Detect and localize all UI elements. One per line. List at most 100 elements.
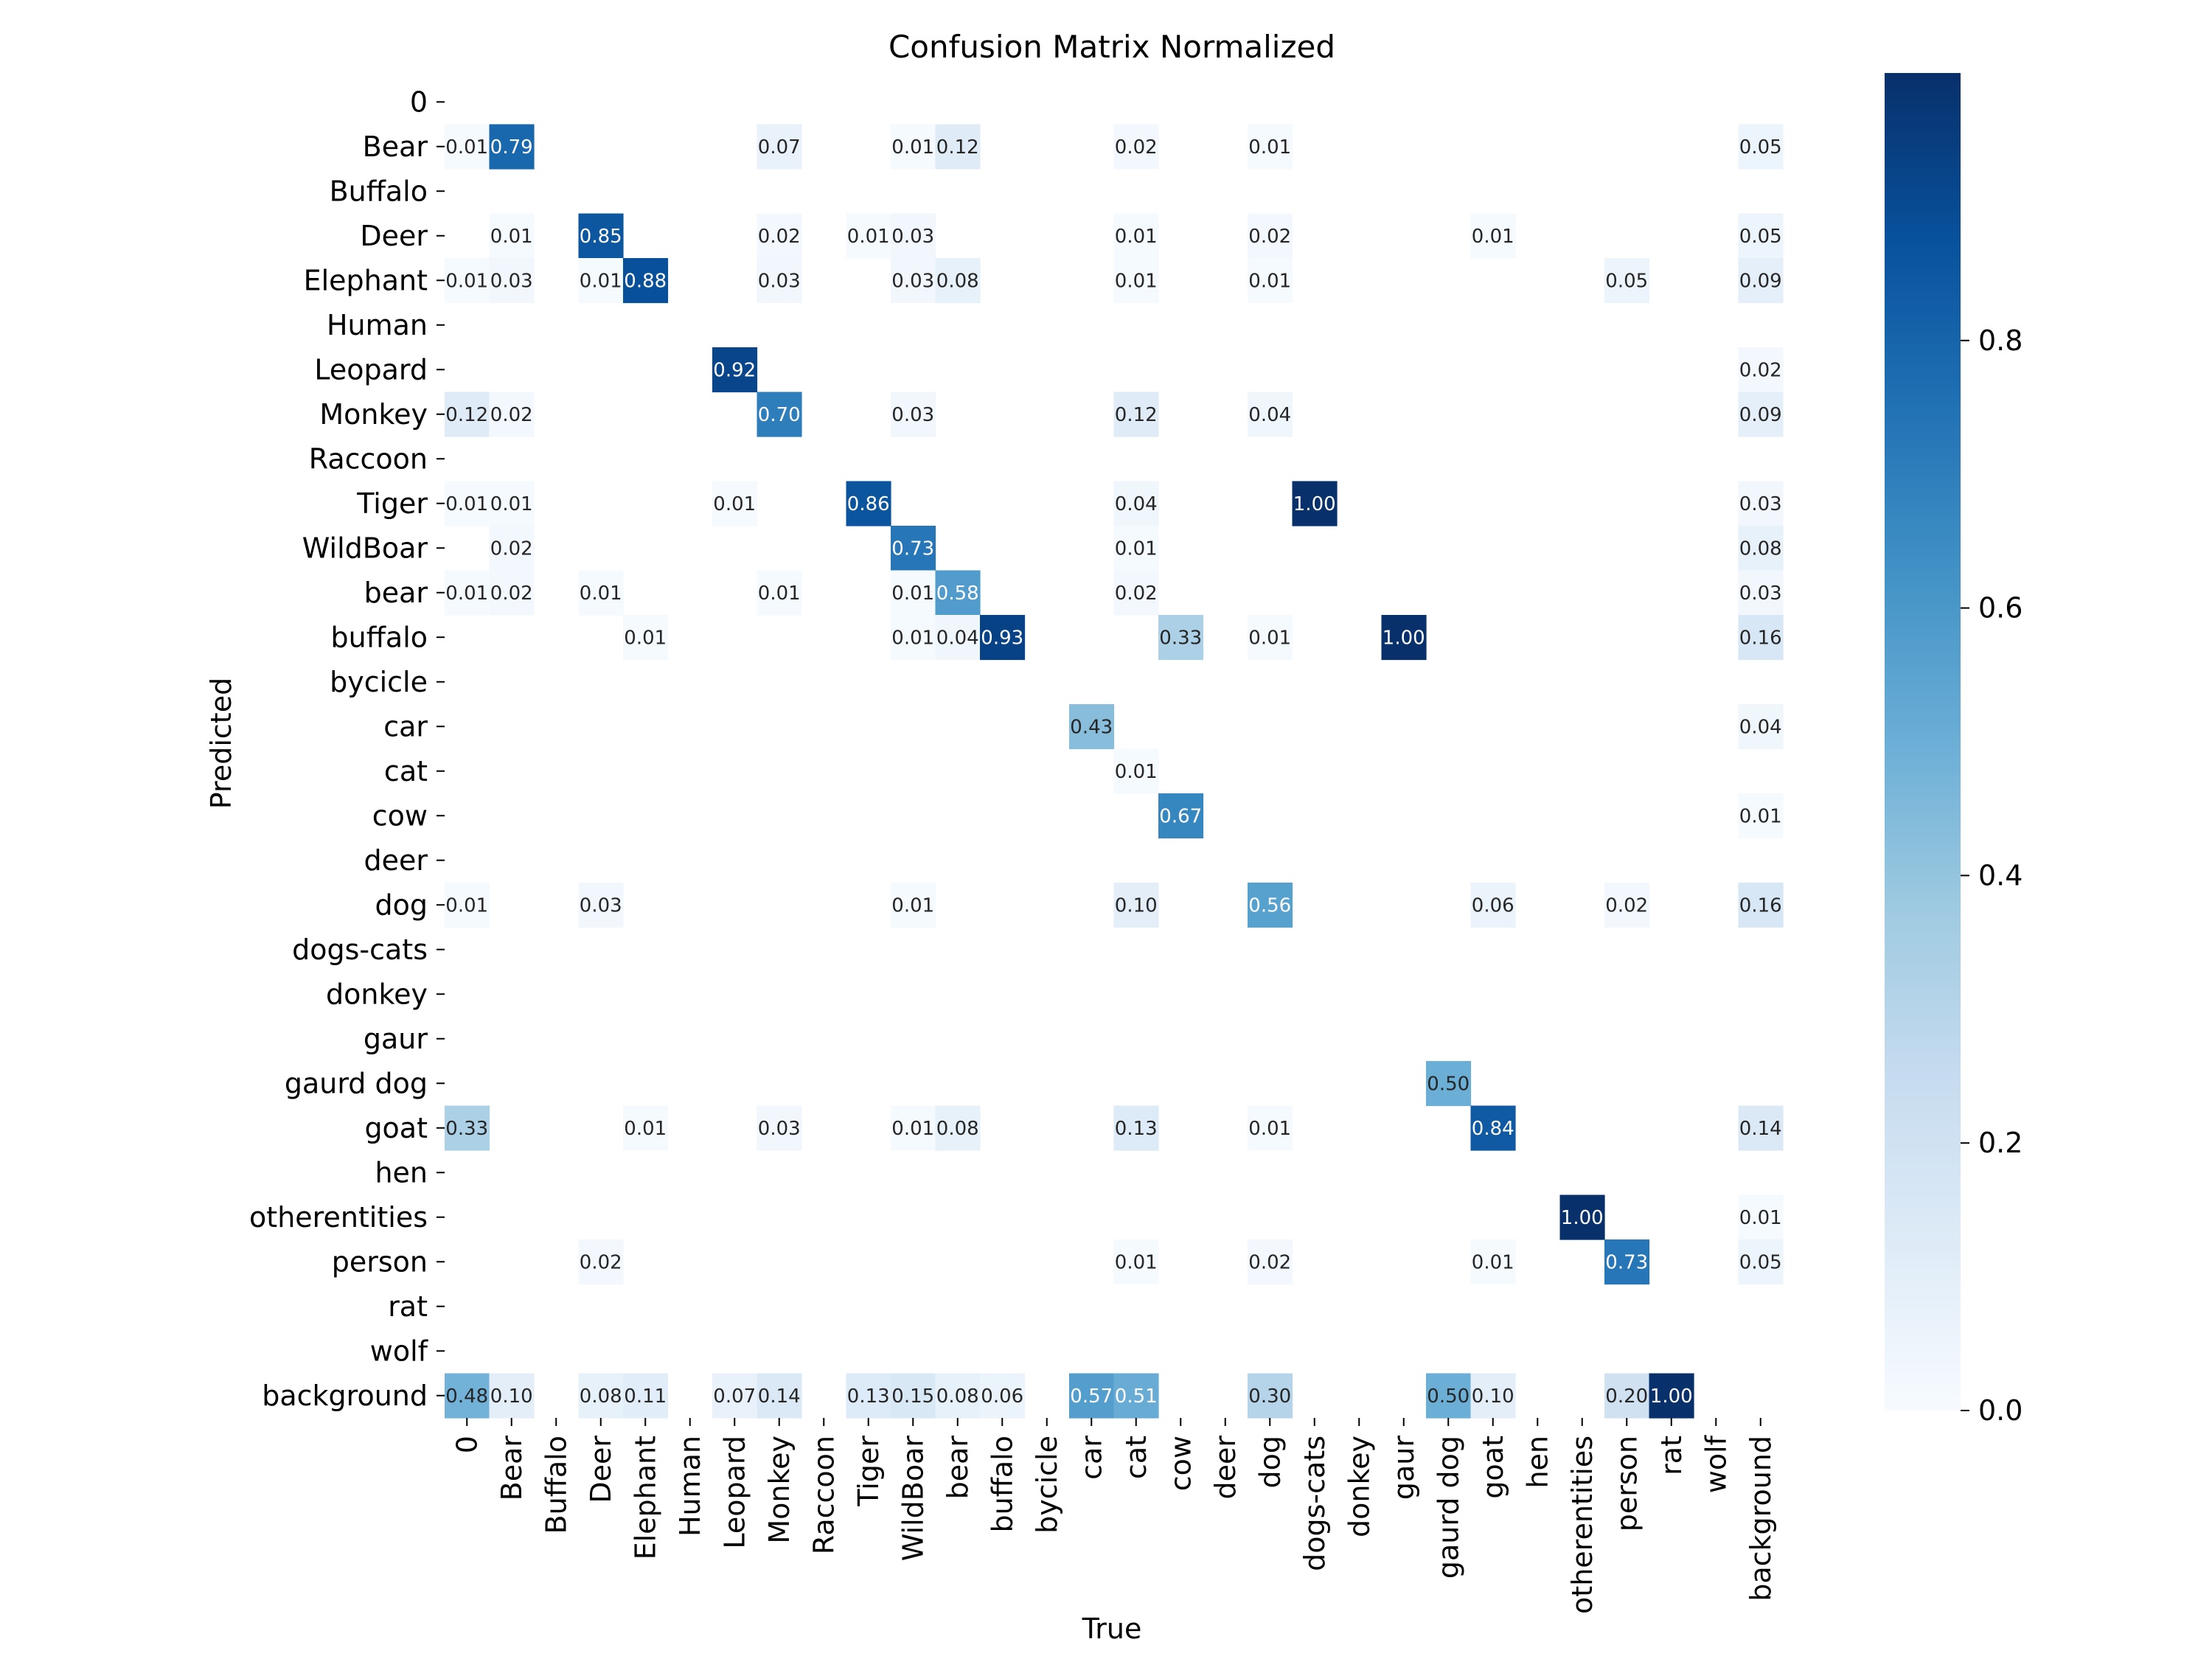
heatmap-cell-dog-goat [1470,883,1516,928]
heatmap-cell-bear-deer [578,570,624,616]
cell-value-label: 0.16 [1739,627,1782,649]
heatmap-cell-bear-0 [445,124,490,170]
cell-value-label: 0.04 [1739,716,1782,738]
cell-value-label: 0.04 [936,627,979,649]
cell-value-label: 0.05 [1739,1251,1782,1273]
heatmap-cell-buffalo-background [1738,615,1784,661]
heatmap-cell-bear-monkey [757,570,802,616]
cell-value-label: 0.16 [1739,894,1782,917]
colorbar-tick-label: 0.0 [1978,1394,2023,1427]
x-tick-labels: 0 Bear Buffalo Deer Elephant Human Leopard Monk… [451,1418,1777,1614]
chart-title: Confusion Matrix Normalized [888,29,1335,65]
heatmap-cell-bear-bear [489,124,535,170]
cell-value-label: 0.13 [847,1385,890,1408]
cell-value-label: 0.01 [445,136,488,159]
cell-value-label: 0.09 [1739,404,1782,426]
heatmap-cell-deer-monkey [757,213,802,259]
heatmap-cell-background-monkey [757,1373,802,1419]
y-tick-label-gaur: gaur [364,1023,428,1055]
cell-value-label: 0.14 [758,1385,801,1408]
cell-value-label: 0.01 [580,582,622,605]
heatmap-cell-buffalo-cow [1158,615,1204,661]
heatmap-cell-elephant-monkey [757,258,802,304]
y-tick-label-human: Human [327,309,428,341]
cell-value-label: 0.05 [1739,226,1782,248]
heatmap-cell-elephant-wildboar [891,258,936,304]
y-tick-label-cat: cat [384,755,428,787]
cell-value-label: 0.06 [981,1385,1023,1408]
heatmap-cell-person-goat [1470,1239,1516,1285]
heatmap-cell-elephant-bear [935,258,981,304]
cell-value-label: 0.58 [936,582,979,605]
y-tick-label-dog: dog [375,888,428,921]
cell-value-label: 0.01 [1115,761,1158,783]
heatmap-cell-person-deer [578,1239,624,1285]
cell-value-label: 0.01 [1248,627,1291,649]
x-tick-label-bear: Bear [495,1436,528,1501]
cell-value-label: 0.02 [580,1251,622,1273]
cell-value-label: 0.01 [1248,270,1291,292]
cell-value-label: 0.01 [1115,226,1158,248]
heatmap-cell-tiger-tiger [846,481,891,526]
cell-value-label: 0.05 [1739,136,1782,159]
y-tick-label-bear: bear [364,577,428,609]
colorbar: 0.0 0.2 0.4 0.6 0.8 [1885,73,2023,1427]
cell-value-label: 0.11 [624,1385,667,1408]
heatmap-cell-tiger-cat [1113,481,1159,526]
cell-value-label: 0.01 [624,1118,667,1140]
cell-value-label: 0.50 [1427,1385,1470,1408]
cell-value-label: 0.14 [1739,1118,1782,1140]
heatmap-cell-monkey-wildboar [891,392,936,437]
cell-value-label: 0.01 [891,627,934,649]
cell-value-label: 0.02 [1248,226,1291,248]
x-tick-label-0: 0 [451,1436,483,1453]
y-tick-label-background: background [262,1380,428,1412]
heatmap-cell-background-car [1069,1373,1115,1419]
cell-value-label: 0.12 [1115,404,1158,426]
x-tick-label-human: Human [674,1436,706,1537]
cell-value-label: 0.92 [713,359,756,381]
cell-value-label: 0.02 [1115,582,1158,605]
heatmap-cell-monkey-0 [445,392,490,437]
cell-value-label: 0.33 [445,1118,488,1140]
cell-value-label: 0.33 [1159,627,1202,649]
heatmap-cell-cow-background [1738,793,1784,839]
heatmap-cell-background-deer [578,1373,624,1419]
y-tick-label-rat: rat [388,1290,428,1323]
cell-value-label: 1.00 [1561,1207,1604,1229]
heatmap-cell-buffalo-dog [1248,615,1293,661]
y-tick-label-wolf: wolf [370,1335,429,1367]
y-tick-label-buffalo: Buffalo [330,175,428,207]
cell-value-label: 0.02 [490,404,533,426]
y-tick-label-monkey: Monkey [319,398,428,431]
heatmap-cell-background-bear [489,1373,535,1419]
cell-value-label: 0.04 [1248,404,1291,426]
colorbar-tick-label: 0.8 [1978,324,2023,357]
cell-value-label: 0.93 [981,627,1023,649]
heatmap-cell-goat-cat [1113,1105,1159,1151]
x-tick-label-deer: Deer [585,1436,617,1503]
heatmap-cell-background-tiger [846,1373,891,1419]
heatmap-cell-cat-cat [1113,748,1159,794]
heatmap-cell-tiger-leopard [712,481,758,526]
y-tick-label-otherentities: otherentities [249,1201,428,1234]
x-tick-label-dogs-cats: dogs-cats [1298,1436,1331,1571]
heatmap-cell-deer-cat [1113,213,1159,259]
heatmap-cell-elephant-deer [578,258,624,304]
heatmap-cell-tiger-0 [445,481,490,526]
cell-value-label: 0.01 [891,894,934,917]
y-tick-label-bycicle: bycicle [330,666,428,698]
heatmap-cell-dog-background [1738,883,1784,928]
heatmap-cell-bear-background [1738,570,1784,616]
heatmap-cell-bear-background [1738,124,1784,170]
heatmap-cell-leopard-background [1738,347,1784,393]
colorbar-gradient [1885,73,1961,1411]
heatmap-cell-deer-bear [489,213,535,259]
y-tick-label-leopard: Leopard [314,353,428,386]
heatmap-cell-monkey-monkey [757,392,802,437]
x-tick-label-person: person [1610,1436,1643,1531]
heatmap-cell-bear-0 [445,570,490,616]
cell-value-label: 0.48 [445,1385,488,1408]
colorbar-tick-label: 0.2 [1978,1127,2023,1159]
cell-value-label: 0.01 [713,493,756,515]
